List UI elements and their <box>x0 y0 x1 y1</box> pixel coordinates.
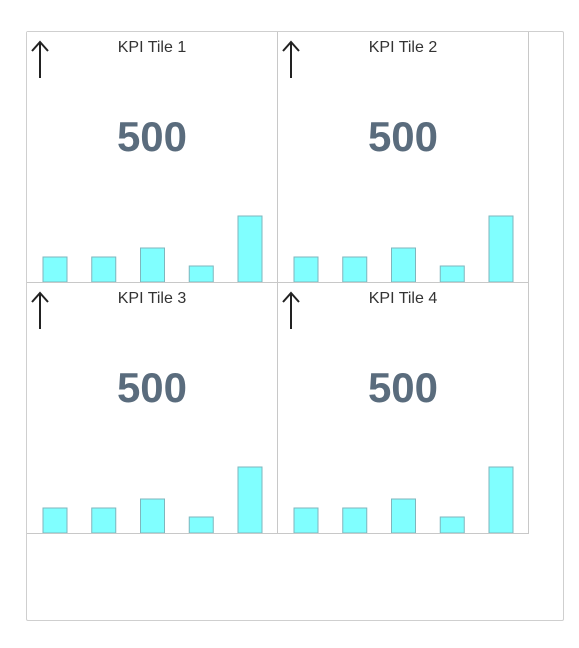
chart-bar-4 <box>188 265 214 282</box>
kpi-tile-value: 500 <box>367 364 439 411</box>
kpi-tile-value: 500 <box>116 113 188 160</box>
chart-bar-1 <box>42 507 68 533</box>
chart-bar-5 <box>237 215 263 282</box>
chart-bar-2 <box>91 507 117 533</box>
kpi-sparkbar-chart <box>42 215 263 282</box>
chart-bar-1 <box>42 256 68 282</box>
arrow-up-icon <box>31 40 49 78</box>
chart-bar-5 <box>488 215 514 282</box>
kpi-tile-grid: KPI Tile 1 500 KPI Tile 2 500 KPI Tile 3… <box>27 32 529 534</box>
chart-bar-3 <box>140 247 165 282</box>
chart-bar-1 <box>293 507 319 533</box>
arrow-up-icon <box>31 291 49 329</box>
kpi-sparkbar-chart <box>293 466 514 533</box>
arrow-up-icon <box>282 291 300 329</box>
kpi-tile-3[interactable]: KPI Tile 3 500 <box>27 283 277 533</box>
kpi-tile-title: KPI Tile 3 <box>117 290 187 307</box>
kpi-tile-1[interactable]: KPI Tile 1 500 <box>27 32 277 282</box>
chart-bar-5 <box>488 466 514 533</box>
chart-bar-2 <box>342 507 368 533</box>
kpi-sparkbar-chart <box>293 215 514 282</box>
chart-bar-4 <box>188 516 214 533</box>
chart-bar-2 <box>342 256 368 282</box>
chart-bar-5 <box>237 466 263 533</box>
chart-bar-1 <box>293 256 319 282</box>
kpi-tile-title: KPI Tile 4 <box>368 290 438 307</box>
arrow-up-icon <box>282 40 300 78</box>
chart-bar-3 <box>140 498 165 533</box>
kpi-tile-title: KPI Tile 1 <box>117 39 187 56</box>
kpi-tile-4[interactable]: KPI Tile 4 500 <box>278 283 528 533</box>
chart-bar-3 <box>391 247 416 282</box>
kpi-tile-2[interactable]: KPI Tile 2 500 <box>278 32 528 282</box>
kpi-tile-value: 500 <box>367 113 439 160</box>
chart-bar-4 <box>439 516 465 533</box>
chart-bar-4 <box>439 265 465 282</box>
kpi-sparkbar-chart <box>42 466 263 533</box>
chart-bar-3 <box>391 498 416 533</box>
chart-bar-2 <box>91 256 117 282</box>
kpi-tile-value: 500 <box>116 364 188 411</box>
kpi-tile-title: KPI Tile 2 <box>368 39 438 56</box>
